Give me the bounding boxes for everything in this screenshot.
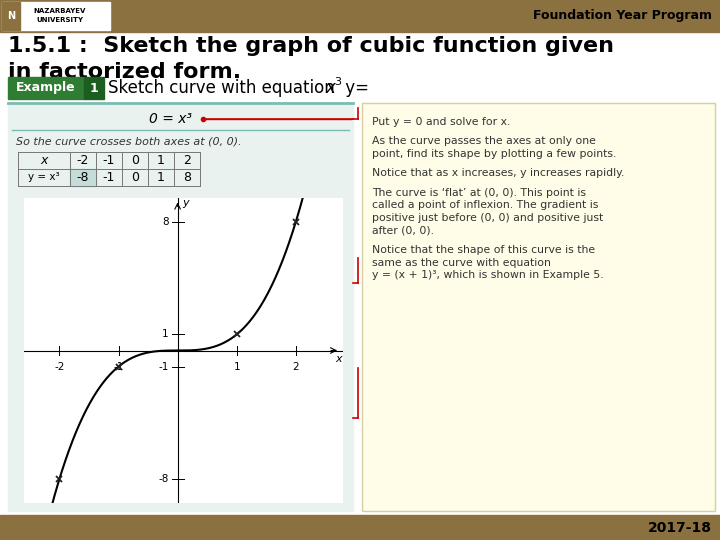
Text: As the curve passes the axes at only one: As the curve passes the axes at only one bbox=[372, 137, 596, 146]
Bar bbox=[84, 77, 104, 99]
Text: Foundation Year Program: Foundation Year Program bbox=[533, 10, 712, 23]
Text: x: x bbox=[325, 79, 335, 97]
Text: 8: 8 bbox=[183, 171, 191, 184]
Bar bbox=[362, 103, 715, 511]
Text: same as the curve with equation: same as the curve with equation bbox=[372, 258, 551, 267]
Text: 2: 2 bbox=[183, 154, 191, 167]
Text: 1: 1 bbox=[162, 329, 168, 340]
Text: -1: -1 bbox=[113, 362, 124, 372]
Text: Sketch curve with equation  y=: Sketch curve with equation y= bbox=[108, 79, 369, 97]
Text: 1.5.1 :  Sketch the graph of cubic function given: 1.5.1 : Sketch the graph of cubic functi… bbox=[8, 36, 614, 56]
Text: point, find its shape by plotting a few points.: point, find its shape by plotting a few … bbox=[372, 149, 616, 159]
Text: 1: 1 bbox=[157, 171, 165, 184]
Text: -1: -1 bbox=[103, 171, 115, 184]
Text: Example: Example bbox=[16, 82, 76, 94]
Text: -8: -8 bbox=[158, 474, 168, 484]
Text: after (0, 0).: after (0, 0). bbox=[372, 226, 434, 235]
Bar bbox=[70, 169, 96, 186]
Text: 0 = x³: 0 = x³ bbox=[149, 112, 192, 126]
Text: in factorized form.: in factorized form. bbox=[8, 62, 241, 82]
Bar bbox=[0, 0, 720, 32]
Text: Notice that as x increases, y increases rapidly.: Notice that as x increases, y increases … bbox=[372, 168, 624, 179]
Bar bbox=[8, 77, 84, 99]
Text: -8: -8 bbox=[77, 171, 89, 184]
Bar bbox=[2, 2, 20, 30]
Bar bbox=[2, 2, 110, 30]
Text: 1: 1 bbox=[89, 82, 99, 94]
Text: Notice that the shape of this curve is the: Notice that the shape of this curve is t… bbox=[372, 245, 595, 255]
Text: x: x bbox=[335, 354, 341, 364]
Text: x: x bbox=[40, 154, 48, 167]
Bar bbox=[362, 103, 715, 511]
Text: 1: 1 bbox=[233, 362, 240, 372]
Bar bbox=[0, 515, 720, 540]
Text: So the curve crosses both axes at (0, 0).: So the curve crosses both axes at (0, 0)… bbox=[16, 136, 242, 146]
Text: 3: 3 bbox=[334, 77, 341, 87]
Text: 2: 2 bbox=[292, 362, 299, 372]
Text: -2: -2 bbox=[54, 362, 65, 372]
Text: N: N bbox=[7, 11, 15, 21]
Text: -1: -1 bbox=[158, 362, 168, 372]
Text: -1: -1 bbox=[103, 154, 115, 167]
Text: y: y bbox=[182, 198, 189, 208]
Bar bbox=[8, 103, 353, 511]
Text: y = (x + 1)³, which is shown in Example 5.: y = (x + 1)³, which is shown in Example … bbox=[372, 270, 603, 280]
Text: The curve is ‘flat’ at (0, 0). This point is: The curve is ‘flat’ at (0, 0). This poin… bbox=[372, 188, 586, 198]
Text: Put y = 0 and solve for x.: Put y = 0 and solve for x. bbox=[372, 117, 510, 127]
Text: 0: 0 bbox=[131, 154, 139, 167]
Text: UNIVERSITY: UNIVERSITY bbox=[37, 17, 84, 23]
Text: 1: 1 bbox=[157, 154, 165, 167]
Text: NAZARBAYEV: NAZARBAYEV bbox=[34, 8, 86, 14]
Text: -2: -2 bbox=[77, 154, 89, 167]
Text: called a point of inflexion. The gradient is: called a point of inflexion. The gradien… bbox=[372, 200, 598, 211]
Text: 0: 0 bbox=[131, 171, 139, 184]
Text: 2017-18: 2017-18 bbox=[648, 521, 712, 535]
Text: positive just before (0, 0) and positive just: positive just before (0, 0) and positive… bbox=[372, 213, 603, 223]
Text: y = x³: y = x³ bbox=[28, 172, 60, 183]
Text: 8: 8 bbox=[162, 217, 168, 227]
